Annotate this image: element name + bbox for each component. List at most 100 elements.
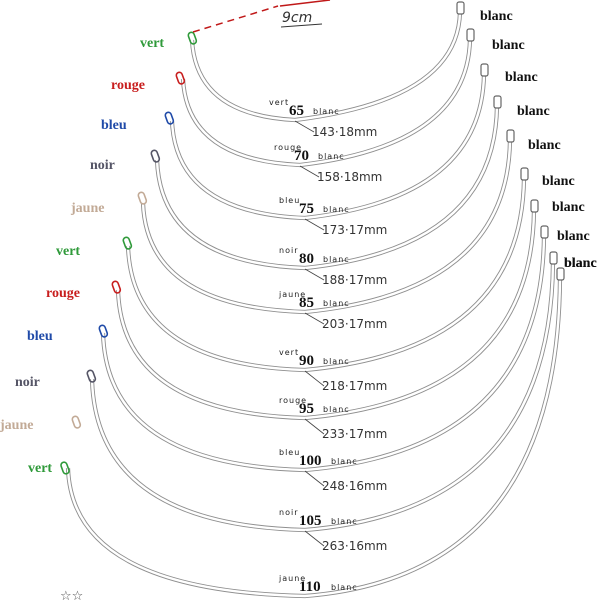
scale-solid-line (279, 0, 331, 7)
size-number: 95 (299, 401, 314, 417)
size-right-color-label: blanc (331, 457, 358, 466)
length-label: 263·16mm (322, 539, 387, 553)
size-number: 90 (299, 353, 314, 369)
wire-size-100 (98, 225, 549, 473)
tip-cap-blanc (520, 167, 529, 181)
size-number: 75 (299, 201, 314, 217)
length-label: 203·17mm (322, 317, 387, 331)
tip-cap-blanc (549, 251, 558, 265)
size-number: 70 (294, 148, 309, 164)
size-left-color-label: rouge (274, 143, 302, 152)
length-label: 188·17mm (322, 273, 387, 287)
wire-outline (65, 277, 563, 599)
right-color-label-blanc: blanc (564, 256, 597, 271)
size-right-color-label: blanc (323, 405, 350, 414)
size-left-color-label: jaune (278, 290, 306, 299)
wire-inner (181, 38, 472, 167)
scale-dashed-line (192, 5, 279, 33)
length-label: 218·17mm (322, 379, 387, 393)
wire-size-70 (175, 28, 475, 168)
left-color-label-rouge: rouge (46, 286, 80, 301)
wire-size-85 (137, 129, 515, 315)
right-color-label-blanc: blanc (492, 38, 525, 53)
size-right-color-label: blanc (323, 357, 350, 366)
left-color-label-vert: vert (140, 36, 164, 51)
tip-cap-jaune (137, 191, 148, 205)
wire-size-90 (122, 167, 529, 373)
left-color-label-noir: noir (90, 158, 115, 173)
right-color-label-blanc: blanc (480, 9, 513, 24)
size-right-color-label: blanc (323, 299, 350, 308)
wire-size-75 (164, 63, 489, 221)
size-number: 85 (299, 295, 314, 311)
tip-cap-blanc (480, 63, 489, 77)
right-color-label-blanc: blanc (542, 174, 575, 189)
length-label: 158·18mm (317, 170, 382, 184)
wire-size-65 (187, 1, 465, 123)
size-number: 65 (289, 103, 304, 119)
size-number: 105 (299, 513, 322, 529)
size-right-color-label: blanc (318, 152, 345, 161)
tip-cap-vert (122, 236, 133, 250)
size-number: 100 (299, 453, 322, 469)
footer-star-icon: ☆☆ (60, 589, 83, 600)
wire-inner (170, 73, 486, 220)
right-color-label-blanc: blanc (505, 70, 538, 85)
wire-size-80 (150, 95, 502, 271)
length-leader-line (304, 370, 325, 387)
length-leader-line (304, 218, 325, 231)
size-left-color-label: bleu (279, 448, 300, 457)
left-color-label-noir: noir (15, 375, 40, 390)
size-left-color-label: vert (279, 348, 299, 357)
tip-cap-blanc (456, 1, 465, 15)
tip-cap-blanc (530, 199, 539, 213)
tip-cap-blanc (540, 225, 549, 239)
left-color-label-rouge: rouge (111, 78, 145, 93)
left-color-label-vert: vert (56, 244, 80, 259)
left-color-label-bleu: bleu (27, 329, 53, 344)
wire-inner (90, 261, 555, 532)
length-label: 173·17mm (322, 223, 387, 237)
length-leader-line (304, 470, 325, 487)
right-color-label-blanc: blanc (557, 229, 590, 244)
right-color-label-blanc: blanc (564, 256, 597, 271)
length-label: 248·16mm (322, 479, 387, 493)
tip-cap-blanc (466, 28, 475, 42)
left-color-label-bleu: bleu (101, 118, 127, 133)
size-left-color-label: noir (279, 246, 298, 255)
wire-inner (66, 277, 562, 598)
right-color-label-blanc: blanc (528, 138, 561, 153)
wire-size-95 (111, 199, 539, 421)
tip-cap-bleu (164, 111, 175, 125)
length-leader-line (304, 312, 325, 325)
size-left-color-label: bleu (279, 196, 300, 205)
size-number: 110 (299, 579, 321, 595)
tip-cap-vert (60, 461, 70, 475)
tip-cap-vert (187, 31, 198, 45)
tip-cap-rouge (175, 71, 186, 85)
size-left-color-label: vert (269, 98, 289, 107)
tip-cap-rouge (111, 280, 122, 294)
wire-outline (189, 11, 463, 123)
wire-inner (126, 177, 526, 372)
tip-cap-jaune (71, 415, 82, 429)
wire-size-110 (65, 267, 565, 599)
tip-cap-noir (86, 369, 97, 383)
length-leader-line (304, 530, 325, 547)
size-number: 80 (299, 251, 314, 267)
scale-underline (280, 23, 323, 28)
length-label: 233·17mm (322, 427, 387, 441)
wire-inner (155, 105, 499, 270)
tip-cap-blanc (556, 267, 565, 281)
wire-size-105 (86, 251, 558, 533)
wire-inner (101, 235, 546, 472)
left-color-label-jaune: jaune (70, 201, 104, 216)
left-color-label-jaune: jaune (0, 418, 33, 433)
length-leader-line (294, 120, 315, 133)
size-left-color-label: rouge (279, 396, 307, 405)
length-leader-line (299, 165, 320, 178)
size-right-color-label: blanc (331, 583, 358, 592)
wire-inner (141, 139, 512, 314)
